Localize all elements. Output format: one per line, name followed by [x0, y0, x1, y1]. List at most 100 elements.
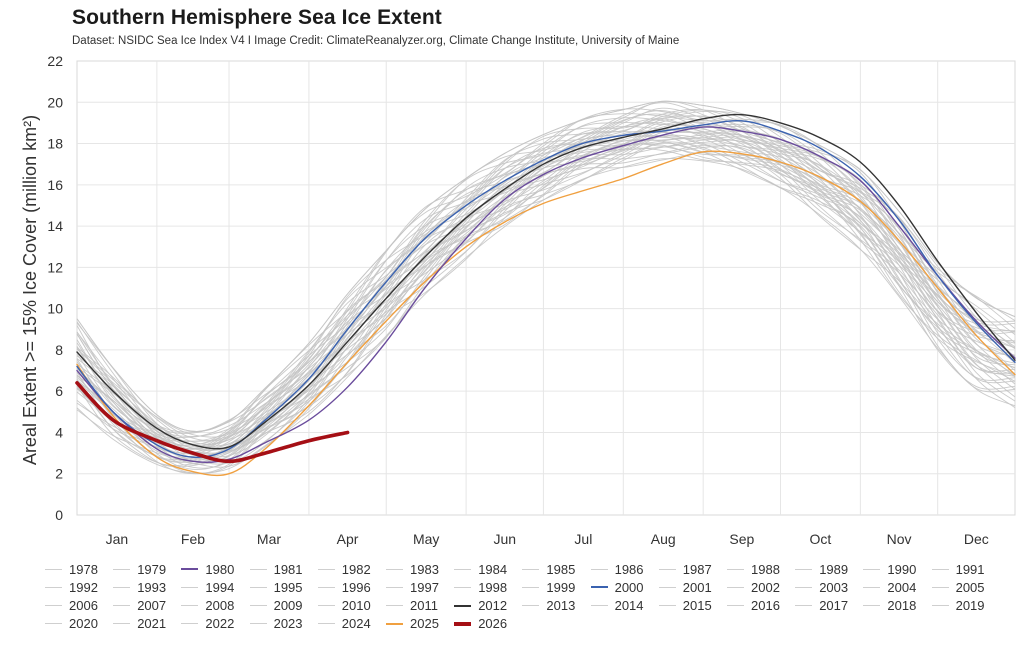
legend-item-1997[interactable]: 1997	[386, 578, 439, 596]
legend-swatch	[522, 605, 540, 607]
legend-item-2009[interactable]: 2009	[249, 597, 303, 615]
legend-item-2003[interactable]: 2003	[795, 578, 848, 596]
legend-swatch	[590, 605, 608, 607]
legend-label: 2011	[410, 598, 438, 614]
legend-item-1983[interactable]: 1983	[386, 560, 439, 578]
x-tick-label: Dec	[964, 531, 989, 547]
legend-item-2025[interactable]: 2025	[386, 615, 439, 633]
legend-item-2008[interactable]: 2008	[181, 597, 234, 615]
legend-item-1990[interactable]: 1990	[863, 560, 916, 578]
legend-item-2010[interactable]: 2010	[317, 597, 371, 615]
x-tick-label: Oct	[810, 531, 832, 547]
legend-item-1986[interactable]: 1986	[590, 560, 644, 578]
legend-item-2007[interactable]: 2007	[113, 597, 166, 615]
legend-item-2006[interactable]: 2006	[45, 597, 98, 615]
legend-item-1987[interactable]: 1987	[658, 560, 712, 578]
legend-swatch	[931, 605, 949, 607]
legend-label: 1995	[273, 579, 303, 595]
year-line-2025	[76, 150, 1016, 477]
legend-swatch	[113, 568, 131, 570]
legend-swatch	[863, 568, 881, 570]
legend-item-2014[interactable]: 2014	[590, 597, 644, 615]
legend-label: 2004	[887, 579, 917, 595]
legend-item-1981[interactable]: 1981	[249, 560, 303, 578]
y-tick-label: 18	[47, 136, 63, 152]
legend-item-2015[interactable]: 2015	[658, 597, 712, 615]
legend-swatch	[317, 605, 335, 607]
legend-swatch	[386, 586, 403, 588]
legend-item-1982[interactable]: 1982	[317, 560, 371, 578]
legend-swatch	[863, 586, 881, 588]
legend-swatch	[113, 586, 131, 588]
legend-item-1999[interactable]: 1999	[522, 578, 575, 596]
y-tick-label: 20	[47, 94, 63, 110]
legend-swatch	[249, 586, 267, 588]
legend-label: 2014	[614, 598, 644, 614]
legend-item-2005[interactable]: 2005	[931, 578, 985, 596]
legend-swatch	[249, 568, 267, 570]
y-tick-label: 0	[55, 507, 63, 523]
legend-item-2026[interactable]: 2026	[454, 615, 507, 633]
x-tick-label: Mar	[257, 531, 281, 547]
legend-label: 1978	[69, 561, 98, 577]
legend-item-1988[interactable]: 1988	[727, 560, 780, 578]
legend-item-2013[interactable]: 2013	[522, 597, 575, 615]
legend-item-2002[interactable]: 2002	[727, 578, 780, 596]
legend-label: 2022	[205, 616, 235, 632]
legend-item-1980[interactable]: 1980	[181, 560, 234, 578]
legend-item-1992[interactable]: 1992	[45, 578, 98, 596]
legend-item-1991[interactable]: 1991	[931, 560, 985, 578]
legend-item-1985[interactable]: 1985	[522, 560, 575, 578]
legend-swatch	[522, 568, 540, 570]
legend-item-2012[interactable]: 2012	[454, 597, 507, 615]
legend-swatch	[931, 568, 949, 570]
legend-item-1996[interactable]: 1996	[317, 578, 371, 596]
legend-item-1995[interactable]: 1995	[249, 578, 303, 596]
y-tick-label: 12	[47, 259, 63, 275]
legend-item-2023[interactable]: 2023	[249, 615, 303, 633]
legend-label: 2012	[478, 598, 508, 614]
legend-item-1993[interactable]: 1993	[113, 578, 166, 596]
legend-item-2017[interactable]: 2017	[795, 597, 848, 615]
legend-swatch	[590, 568, 608, 570]
legend-item-1984[interactable]: 1984	[454, 560, 507, 578]
y-tick-label: 2	[55, 466, 63, 482]
legend-item-2024[interactable]: 2024	[317, 615, 371, 633]
legend-item-1994[interactable]: 1994	[181, 578, 234, 596]
legend-item-2000[interactable]: 2000	[590, 578, 644, 596]
legend-swatch	[795, 568, 813, 570]
legend-swatch	[727, 605, 744, 607]
legend-label: 1980	[205, 561, 235, 577]
x-tick-label: Apr	[337, 531, 359, 547]
legend-item-1998[interactable]: 1998	[454, 578, 507, 596]
legend-item-2018[interactable]: 2018	[863, 597, 916, 615]
legend-label: 2005	[955, 579, 985, 595]
legend-item-1989[interactable]: 1989	[795, 560, 848, 578]
y-tick-label: 10	[47, 301, 63, 317]
legend-label: 2015	[682, 598, 712, 614]
legend-item-2001[interactable]: 2001	[658, 578, 712, 596]
legend-item-2004[interactable]: 2004	[863, 578, 916, 596]
y-axis-ticks: 0 2 4 6 8 10 12 14 16 18 20 22	[47, 53, 63, 523]
legend-item-2020[interactable]: 2020	[45, 615, 98, 633]
legend-item-1978[interactable]: 1978	[45, 560, 98, 578]
year-line-1993	[76, 130, 1016, 458]
legend-swatch	[454, 621, 472, 626]
legend-swatch	[454, 568, 472, 570]
legend-swatch	[317, 586, 335, 588]
legend-label: 2024	[341, 616, 371, 632]
legend-swatch	[45, 623, 62, 625]
legend-label: 2019	[955, 598, 985, 614]
legend-item-1979[interactable]: 1979	[113, 560, 166, 578]
legend-item-2021[interactable]: 2021	[113, 615, 166, 633]
legend-swatch	[45, 568, 62, 570]
year-line-1983	[76, 113, 1016, 450]
x-tick-label: Feb	[181, 531, 205, 547]
legend-item-2022[interactable]: 2022	[181, 615, 234, 633]
legend-item-2016[interactable]: 2016	[727, 597, 780, 615]
legend-item-2019[interactable]: 2019	[931, 597, 985, 615]
legend-item-2011[interactable]: 2011	[386, 597, 438, 615]
year-line-2000	[76, 119, 1016, 459]
legend-label: 1998	[478, 579, 508, 595]
legend-label: 2017	[819, 598, 849, 614]
